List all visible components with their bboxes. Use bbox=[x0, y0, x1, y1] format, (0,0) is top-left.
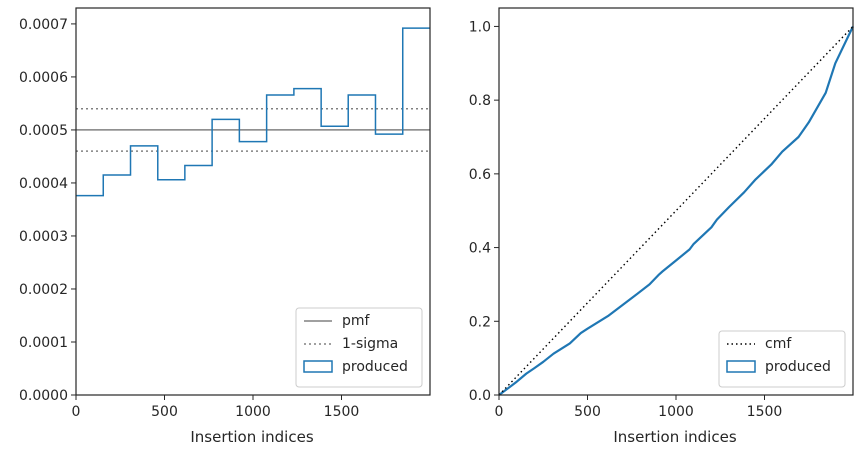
legend-produced-swatch bbox=[303, 360, 333, 373]
y-tick-label: 0.0007 bbox=[19, 17, 68, 33]
legend-produced-label: produced bbox=[342, 359, 408, 375]
y-tick-label: 0.0003 bbox=[19, 229, 68, 245]
pmf-y-ticks: 0.0000 0.0001 0.0002 0.0003 0.0004 0.0005 0.00… bbox=[19, 17, 76, 404]
y-tick-label: 1.0 bbox=[469, 19, 491, 35]
y-tick-label: 0.0 bbox=[469, 388, 491, 404]
x-tick-label: 1000 bbox=[658, 404, 694, 420]
x-tick-label: 0 bbox=[495, 404, 504, 420]
produced-step-line bbox=[76, 27, 430, 197]
y-tick-label: 0.6 bbox=[469, 167, 491, 183]
pmf-histogram-panel: 0 500 1000 1500 0.00000.00010.00020.00030.0… bbox=[19, 7, 431, 446]
x-tick-label: 500 bbox=[574, 404, 601, 420]
y-tick-label: 0.0006 bbox=[19, 70, 68, 86]
pmf-legend: pmf 1-sigma produced bbox=[295, 307, 423, 388]
legend-produced-swatch bbox=[726, 360, 756, 373]
y-tick-label: 0.4 bbox=[469, 241, 491, 257]
legend-frame bbox=[295, 307, 423, 388]
cmf-x-axis-label: Insertion indices bbox=[613, 428, 736, 446]
cmf-x-ticks: 0 500 1000 1500 bbox=[495, 395, 783, 420]
cmf-legend: cmf produced bbox=[718, 330, 846, 388]
y-tick-label: 0.0004 bbox=[19, 176, 68, 192]
legend-frame bbox=[718, 330, 846, 388]
x-tick-label: 1500 bbox=[324, 404, 360, 420]
y-tick-label: 0.0000 bbox=[19, 388, 68, 404]
legend-cmf-label: cmf bbox=[765, 336, 792, 352]
x-tick-label: 0 bbox=[72, 404, 81, 420]
y-tick-label: 0.0005 bbox=[19, 123, 68, 139]
y-tick-label: 0.8 bbox=[469, 93, 491, 109]
y-tick-label: 0.2 bbox=[469, 314, 491, 330]
cmf-panel: 0 500 1000 1500 0.0 0.2 0.4 0.6 0.8 1.0 Insertio… bbox=[469, 7, 854, 446]
pmf-x-axis-label: Insertion indices bbox=[190, 428, 313, 446]
legend-pmf-label: pmf bbox=[342, 313, 371, 329]
pmf-x-ticks: 0 500 1000 1500 bbox=[72, 395, 360, 420]
cmf-y-ticks: 0.0 0.2 0.4 0.6 0.8 1.0 bbox=[469, 19, 499, 404]
x-tick-label: 500 bbox=[151, 404, 178, 420]
legend-produced-label: produced bbox=[765, 359, 831, 375]
legend-sigma-label: 1-sigma bbox=[342, 336, 398, 352]
x-tick-label: 1000 bbox=[235, 404, 271, 420]
y-tick-label: 0.0001 bbox=[19, 335, 68, 351]
x-tick-label: 1500 bbox=[747, 404, 783, 420]
y-tick-label: 0.0002 bbox=[19, 282, 68, 298]
produced-cdf-line bbox=[498, 25, 854, 396]
